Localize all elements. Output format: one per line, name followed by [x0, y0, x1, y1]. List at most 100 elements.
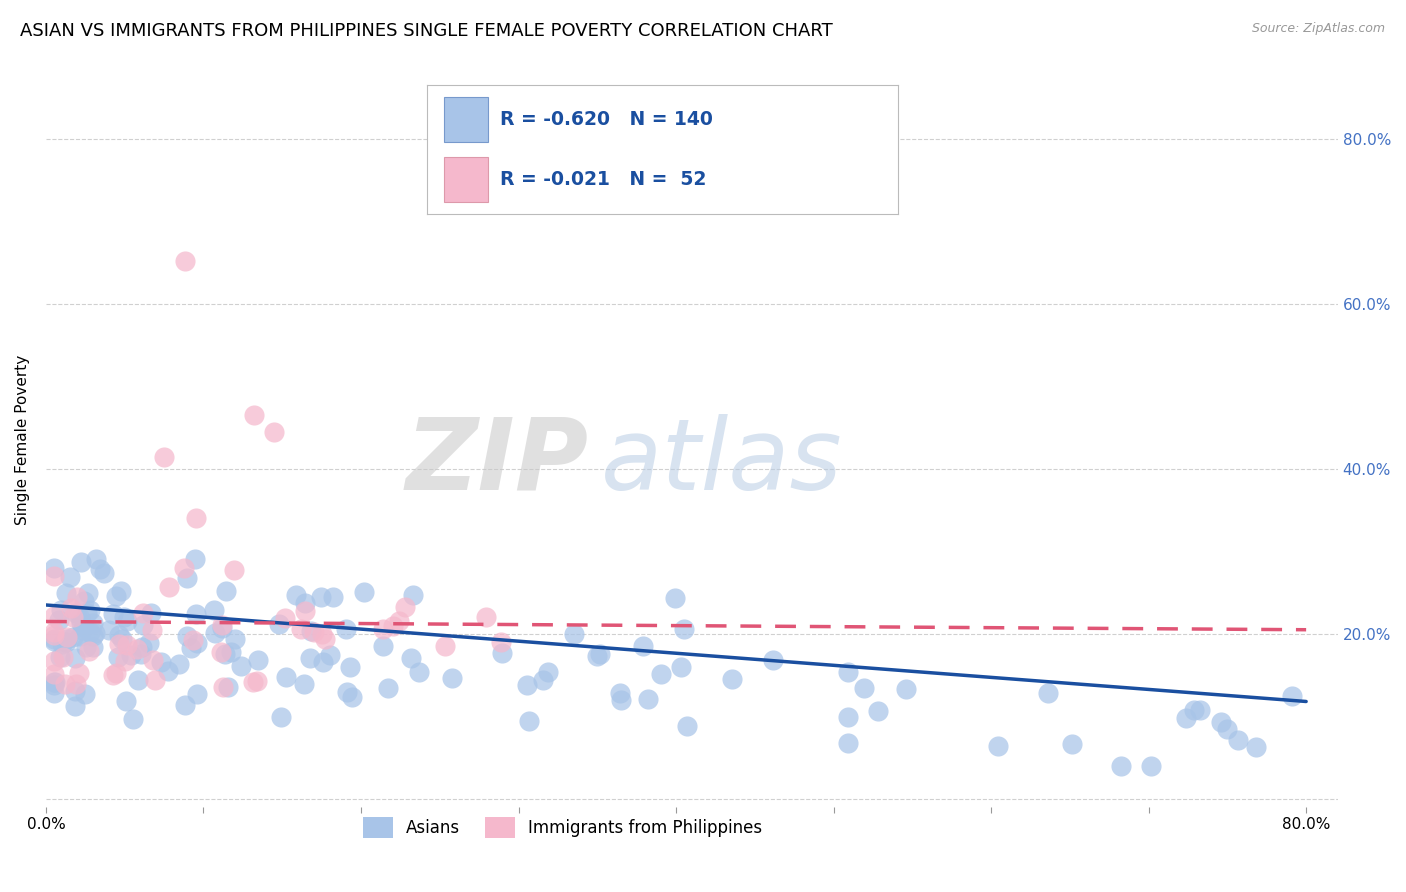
Point [246, 673, 269, 688]
Point [209, 645, 232, 659]
Point [1182, 703, 1205, 717]
Point [69, 610, 91, 624]
Point [186, 636, 208, 650]
Point [84, 552, 107, 566]
Point [371, 639, 394, 653]
Point [65, 677, 87, 691]
Point [1111, 759, 1133, 773]
Point [1140, 759, 1163, 773]
Point [56, 632, 79, 647]
Point [987, 739, 1010, 754]
Point [52, 650, 75, 665]
Point [373, 622, 395, 636]
Point [1281, 690, 1303, 704]
Point [1216, 722, 1239, 736]
Point [221, 645, 243, 659]
Point [89, 562, 111, 576]
Point [669, 659, 692, 673]
Point [294, 596, 316, 610]
Point [120, 648, 142, 662]
Point [82, 640, 104, 655]
Point [837, 665, 859, 679]
Point [56, 630, 79, 644]
Point [67, 666, 90, 681]
Point [274, 610, 297, 624]
Point [229, 659, 252, 673]
Point [55, 586, 77, 600]
Point [298, 650, 321, 665]
Point [211, 621, 233, 635]
Point [440, 671, 463, 685]
Point [42, 561, 65, 575]
Point [108, 628, 131, 642]
Point [70, 615, 93, 630]
Legend: Asians, Immigrants from Philippines: Asians, Immigrants from Philippines [356, 811, 769, 844]
Point [93, 566, 115, 581]
Point [63, 699, 86, 714]
Point [1244, 740, 1267, 755]
Point [394, 599, 416, 614]
Point [132, 617, 155, 632]
Point [173, 561, 195, 575]
Point [73, 620, 96, 634]
Point [115, 639, 138, 653]
Point [184, 552, 207, 566]
Point [42, 678, 65, 692]
Point [101, 667, 124, 681]
Point [79, 625, 101, 640]
Point [284, 588, 307, 602]
Point [339, 660, 361, 674]
Point [302, 624, 325, 639]
Point [63, 651, 86, 665]
Point [173, 698, 195, 712]
Point [217, 680, 239, 694]
Point [60, 601, 83, 615]
Point [153, 450, 176, 464]
Point [408, 665, 430, 679]
Point [51, 637, 73, 651]
Point [157, 664, 180, 678]
Point [290, 623, 312, 637]
Point [77, 644, 100, 658]
Point [1038, 686, 1060, 700]
Point [633, 640, 655, 654]
Point [176, 629, 198, 643]
Point [44, 675, 66, 690]
Point [204, 625, 226, 640]
Point [311, 627, 333, 641]
Point [42, 608, 65, 623]
Point [263, 425, 285, 439]
Point [309, 590, 332, 604]
Point [82, 629, 104, 643]
Y-axis label: Single Female Poverty: Single Female Poverty [15, 355, 30, 525]
Point [176, 571, 198, 585]
Point [104, 589, 127, 603]
Point [62, 609, 84, 624]
Point [131, 647, 153, 661]
Point [105, 666, 128, 681]
Point [157, 580, 180, 594]
Point [107, 637, 129, 651]
Text: ZIP: ZIP [405, 414, 589, 510]
Point [53, 677, 76, 691]
Point [299, 624, 322, 638]
Point [142, 652, 165, 666]
Point [107, 650, 129, 665]
Point [143, 673, 166, 688]
Point [173, 254, 195, 268]
Text: atlas: atlas [602, 414, 844, 510]
Point [312, 656, 335, 670]
Point [562, 626, 585, 640]
Point [42, 667, 65, 681]
Point [42, 686, 65, 700]
Point [868, 705, 890, 719]
Point [62, 631, 84, 645]
Point [42, 674, 65, 689]
Point [537, 665, 560, 679]
Point [589, 647, 612, 661]
Point [42, 633, 65, 648]
Point [267, 616, 290, 631]
Point [180, 640, 202, 655]
Point [214, 648, 236, 662]
Point [762, 653, 785, 667]
